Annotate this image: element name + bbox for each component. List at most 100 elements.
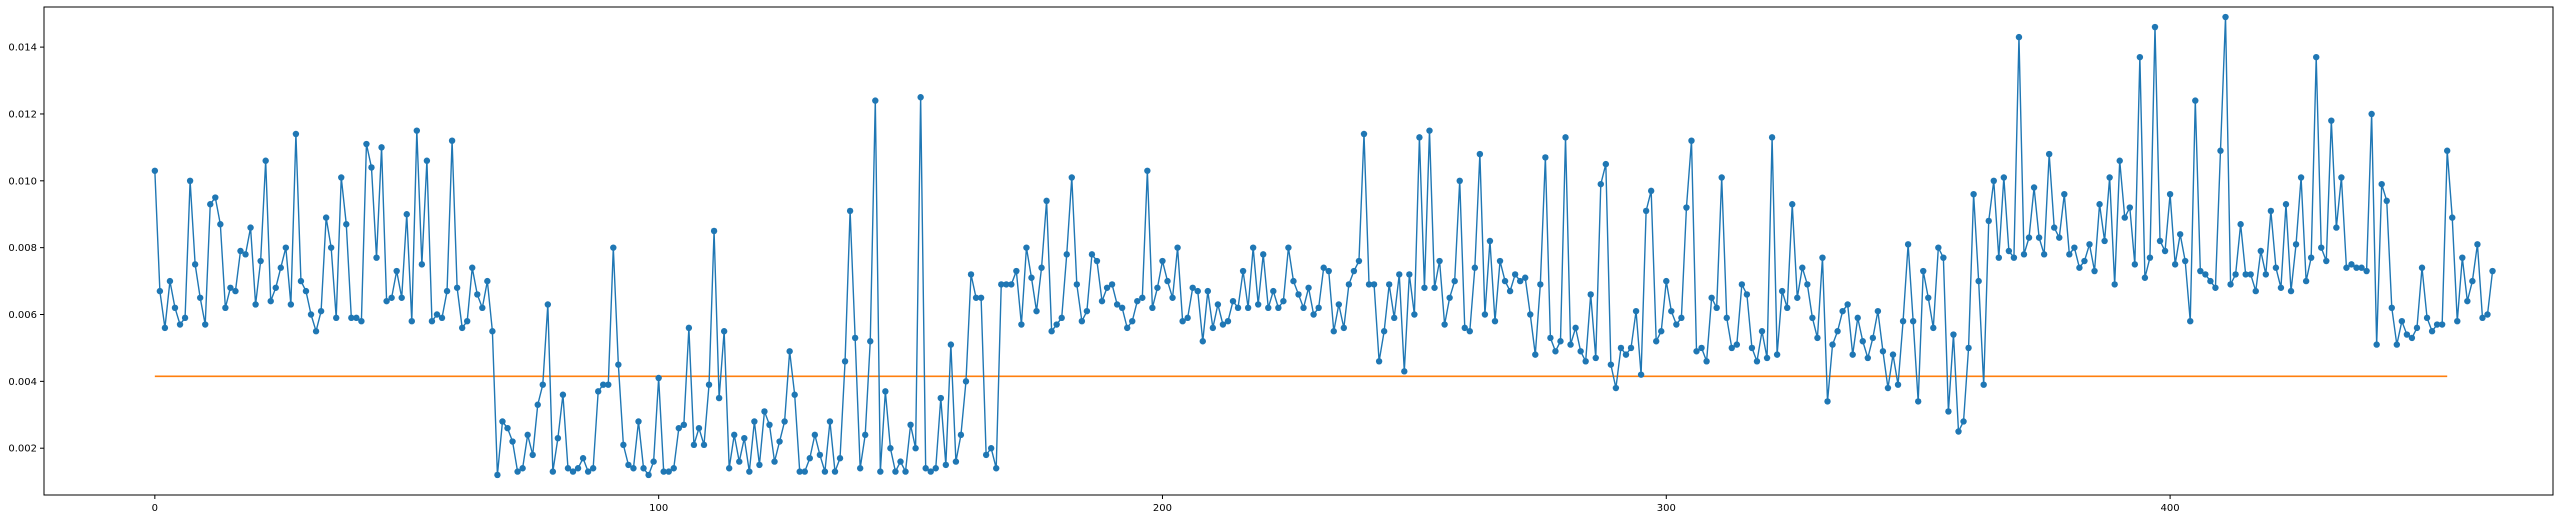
y-tick-label: 0.004 (8, 377, 37, 388)
data-point (544, 301, 552, 308)
data-point (1295, 291, 1302, 298)
data-point (2000, 174, 2008, 181)
data-point (2413, 324, 2421, 332)
data-point (1144, 167, 1151, 174)
data-point (1839, 307, 1846, 315)
data-point (1899, 317, 1907, 325)
data-point (741, 434, 748, 442)
data-point (1169, 294, 1176, 301)
data-point (1753, 358, 1761, 365)
data-point (700, 441, 708, 449)
data-point (1411, 311, 1418, 318)
data-point (1179, 317, 1186, 325)
data-point (2045, 150, 2053, 158)
y-tick-label: 0.008 (8, 243, 37, 254)
data-point (731, 431, 738, 439)
data-point (771, 458, 778, 465)
data-point (1879, 348, 1887, 355)
data-point (353, 314, 360, 322)
data-point (2101, 237, 2108, 245)
data-point (1582, 358, 1589, 365)
data-point (1511, 271, 1519, 278)
data-point (1592, 354, 1599, 362)
data-point (302, 287, 310, 295)
data-point (237, 247, 244, 255)
data-point (438, 314, 446, 322)
data-point (2418, 264, 2426, 271)
data-point (1909, 317, 1917, 325)
data-point (1446, 294, 1453, 301)
data-point (1270, 287, 1277, 295)
data-point (660, 468, 667, 475)
data-point (705, 381, 713, 388)
data-point (851, 334, 859, 342)
data-point (2454, 317, 2461, 325)
data-point (2428, 328, 2436, 335)
data-point (2373, 341, 2380, 348)
data-point (1723, 314, 1730, 322)
data-point (338, 174, 345, 181)
data-point (277, 264, 284, 271)
data-point (1506, 287, 1514, 295)
data-point (1597, 180, 1604, 188)
data-point (801, 468, 808, 475)
data-point (2237, 221, 2244, 228)
data-point (1103, 284, 1111, 291)
x-tick-label: 400 (2161, 503, 2180, 514)
y-tick-label: 0.002 (8, 444, 37, 455)
data-point (2131, 261, 2139, 268)
data-point (1401, 368, 1408, 375)
data-point (2106, 174, 2113, 181)
data-point (262, 157, 269, 164)
data-point (1985, 217, 1992, 225)
data-point (947, 341, 955, 348)
data-point (1522, 274, 1529, 281)
data-point (202, 321, 209, 328)
data-point (222, 304, 229, 312)
data-point (1784, 304, 1791, 312)
data-point (393, 267, 400, 275)
data-point (1925, 294, 1932, 301)
data-point (2398, 317, 2406, 325)
data-point (1688, 137, 1695, 144)
data-point (242, 251, 249, 258)
data-point (559, 391, 567, 398)
data-point (2051, 224, 2058, 231)
data-point (373, 254, 380, 261)
data-point (1859, 338, 1866, 345)
data-point (1864, 354, 1872, 362)
data-point (610, 244, 617, 251)
data-point (1164, 277, 1171, 285)
data-point (2136, 53, 2144, 61)
data-point (2449, 214, 2456, 221)
data-point (937, 394, 944, 402)
data-point (1763, 354, 1771, 362)
data-point (1557, 338, 1564, 345)
data-point (383, 297, 390, 305)
data-point (1129, 317, 1136, 325)
data-point (2025, 234, 2033, 241)
data-point (1209, 324, 1217, 332)
data-point (2227, 281, 2234, 288)
data-point (1345, 281, 1353, 288)
data-point (761, 408, 768, 415)
data-point (524, 431, 531, 439)
data-point (1501, 277, 1509, 285)
data-point (1431, 284, 1438, 291)
data-point (1637, 371, 1645, 378)
data-point (1154, 284, 1161, 291)
data-point (554, 434, 562, 442)
data-point (2126, 204, 2133, 211)
data-point (2066, 251, 2073, 258)
data-point (1471, 264, 1479, 271)
data-point (993, 465, 1000, 472)
data-point (1315, 304, 1322, 312)
data-point (1406, 271, 1413, 278)
data-point (458, 324, 466, 332)
data-point (1653, 338, 1660, 345)
data-point (856, 465, 864, 472)
data-point (1537, 281, 1544, 288)
data-point (589, 465, 597, 472)
data-point (1476, 150, 1484, 158)
data-point (1516, 277, 1524, 285)
